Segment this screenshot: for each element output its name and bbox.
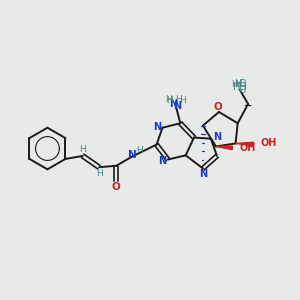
Text: H: H — [179, 97, 186, 106]
Text: H: H — [136, 146, 142, 155]
Text: N: N — [173, 101, 181, 111]
Text: N: N — [128, 150, 137, 160]
Text: O: O — [112, 182, 121, 192]
Text: H: H — [231, 80, 238, 89]
Text: OH: OH — [240, 143, 256, 153]
Text: H: H — [236, 79, 243, 89]
Text: H: H — [96, 169, 103, 178]
Polygon shape — [216, 146, 232, 150]
Text: N: N — [169, 99, 178, 109]
Text: H: H — [167, 97, 173, 106]
Polygon shape — [236, 142, 253, 146]
Text: OH: OH — [261, 139, 277, 148]
Text: H: H — [235, 79, 242, 89]
Text: H: H — [176, 95, 182, 104]
Text: N: N — [158, 156, 166, 166]
Text: O: O — [239, 82, 247, 92]
Text: O: O — [214, 102, 223, 112]
Text: H: H — [165, 95, 172, 104]
Text: N: N — [213, 132, 221, 142]
Text: N: N — [153, 122, 161, 132]
Text: O: O — [239, 85, 247, 95]
Text: O: O — [239, 79, 247, 89]
Text: N: N — [200, 169, 208, 179]
Text: H: H — [233, 82, 241, 92]
Text: H: H — [234, 80, 241, 89]
Text: H: H — [79, 145, 86, 154]
